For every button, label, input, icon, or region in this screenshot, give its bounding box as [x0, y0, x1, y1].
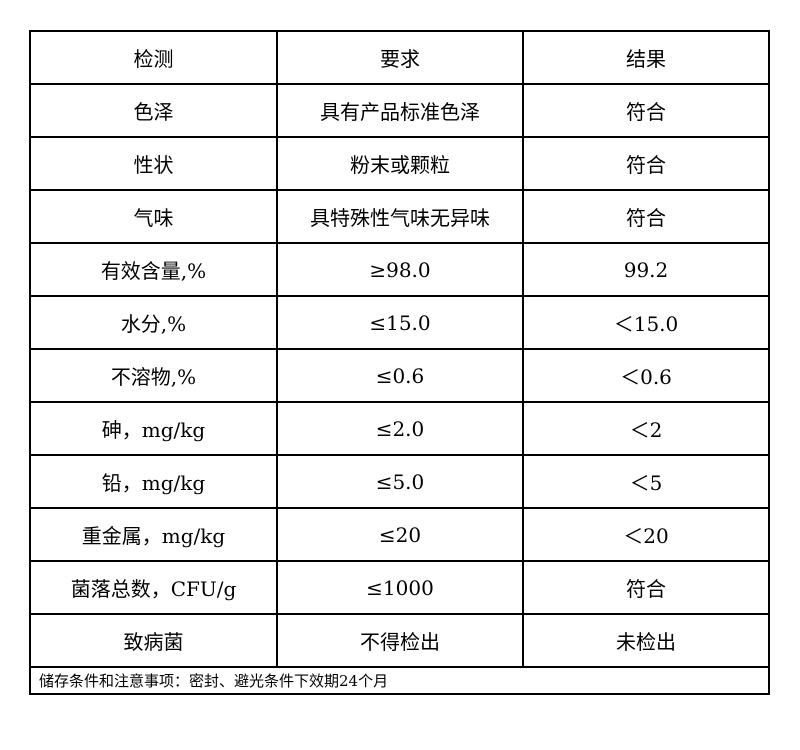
item-cell: 重金属，mg/kg — [29, 507, 278, 562]
table-row: 致病菌 不得检出 未检出 — [29, 613, 770, 668]
requirement-cell: ≤1000 — [276, 560, 524, 615]
result-cell: ＜2 — [522, 401, 770, 456]
table-row: 水分,% ≤15.0 ＜15.0 — [29, 295, 770, 350]
item-cell: 气味 — [29, 189, 278, 244]
table-row: 菌落总数，CFU/g ≤1000 符合 — [29, 560, 770, 615]
requirement-cell: ≤20 — [276, 507, 524, 562]
result-cell: 符合 — [522, 83, 770, 138]
requirement-cell: ≤0.6 — [276, 348, 524, 403]
table-row: 不溶物,% ≤0.6 ＜0.6 — [29, 348, 770, 403]
requirement-cell: 具有产品标准色泽 — [276, 83, 524, 138]
table-row: 铅，mg/kg ≤5.0 ＜5 — [29, 454, 770, 509]
result-cell: 符合 — [522, 136, 770, 191]
requirement-cell: ≥98.0 — [276, 242, 524, 297]
item-cell: 不溶物,% — [29, 348, 278, 403]
table-row: 色泽 具有产品标准色泽 符合 — [29, 83, 770, 138]
header-cell-result: 结果 — [522, 30, 770, 85]
result-cell: ＜15.0 — [522, 295, 770, 350]
result-cell: 符合 — [522, 189, 770, 244]
result-cell: 符合 — [522, 560, 770, 615]
table-row: 砷，mg/kg ≤2.0 ＜2 — [29, 401, 770, 456]
result-cell: 未检出 — [522, 613, 770, 668]
result-cell: ＜20 — [522, 507, 770, 562]
table-row: 性状 粉末或颗粒 符合 — [29, 136, 770, 191]
inspection-table: 检测 要求 结果 色泽 具有产品标准色泽 符合 性状 粉末或颗粒 符合 气味 具特殊性气味无异… — [29, 30, 770, 695]
item-cell: 性状 — [29, 136, 278, 191]
table-row: 重金属，mg/kg ≤20 ＜20 — [29, 507, 770, 562]
result-cell: 99.2 — [522, 242, 770, 297]
requirement-cell: 不得检出 — [276, 613, 524, 668]
item-cell: 有效含量,% — [29, 242, 278, 297]
requirement-cell: ≤2.0 — [276, 401, 524, 456]
item-cell: 致病菌 — [29, 613, 278, 668]
item-cell: 水分,% — [29, 295, 278, 350]
storage-note: 储存条件和注意事项：密封、避光条件下效期24个月 — [29, 666, 770, 695]
table-row: 气味 具特殊性气味无异味 符合 — [29, 189, 770, 244]
note-row: 储存条件和注意事项：密封、避光条件下效期24个月 — [29, 666, 770, 695]
header-row: 检测 要求 结果 — [29, 30, 770, 85]
item-cell: 砷，mg/kg — [29, 401, 278, 456]
requirement-cell: 粉末或颗粒 — [276, 136, 524, 191]
requirement-cell: ≤5.0 — [276, 454, 524, 509]
header-cell-test: 检测 — [29, 30, 278, 85]
result-cell: ＜0.6 — [522, 348, 770, 403]
requirement-cell: ≤15.0 — [276, 295, 524, 350]
result-cell: ＜5 — [522, 454, 770, 509]
table-row: 有效含量,% ≥98.0 99.2 — [29, 242, 770, 297]
item-cell: 铅，mg/kg — [29, 454, 278, 509]
requirement-cell: 具特殊性气味无异味 — [276, 189, 524, 244]
header-cell-requirement: 要求 — [276, 30, 524, 85]
item-cell: 色泽 — [29, 83, 278, 138]
item-cell: 菌落总数，CFU/g — [29, 560, 278, 615]
